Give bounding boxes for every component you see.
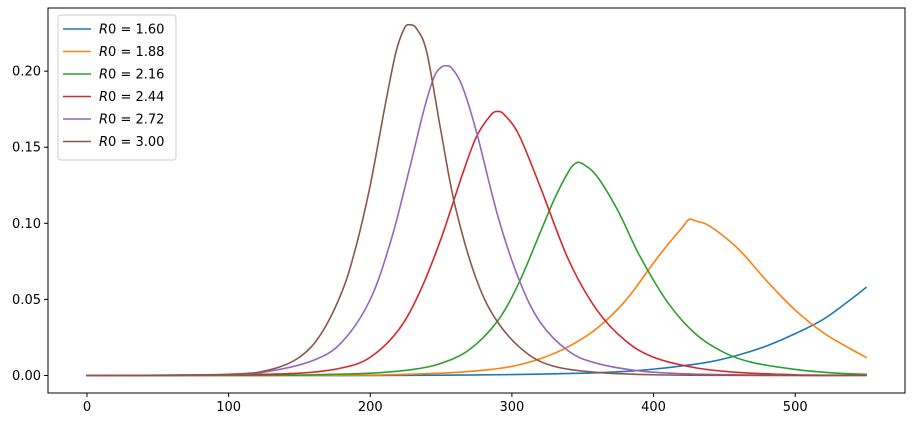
x-tick-label: 200 [358, 400, 383, 415]
x-tick-label: 0 [83, 400, 91, 415]
legend: R0 = 1.60 R0 = 1.88 R0 = 2.16 R0 = 2.44 R0 =… [57, 14, 177, 161]
y-axis: 0.00 0.05 0.10 0.15 0.20 [12, 65, 48, 384]
series-line-6 [86, 23, 867, 377]
y-tick-label: 0.15 [12, 141, 41, 156]
legend-label: R0 = 2.44 [99, 90, 164, 105]
x-tick-label: 400 [641, 400, 666, 415]
series-lines [86, 23, 868, 377]
x-tick-label: 300 [499, 400, 524, 415]
series-line-3 [86, 161, 867, 377]
legend-label: R0 = 3.00 [99, 135, 164, 150]
legend-label: R0 = 1.60 [99, 23, 164, 38]
y-tick-label: 0.10 [12, 217, 41, 232]
series-line-5 [86, 64, 867, 377]
y-tick-label: 0.20 [12, 65, 41, 80]
y-tick-label: 0.05 [12, 293, 41, 308]
plot-area-frame [47, 7, 906, 394]
legend-label: R0 = 2.16 [99, 68, 164, 83]
legend-label: R0 = 1.88 [99, 45, 164, 60]
x-tick-label: 100 [216, 400, 241, 415]
y-tick-label: 0.00 [12, 369, 41, 384]
legend-label: R0 = 2.72 [99, 113, 164, 128]
x-axis: 0 100 200 300 400 500 [83, 393, 808, 415]
x-tick-label: 500 [783, 400, 808, 415]
series-line-2 [86, 218, 868, 377]
series-line-4 [86, 110, 867, 377]
